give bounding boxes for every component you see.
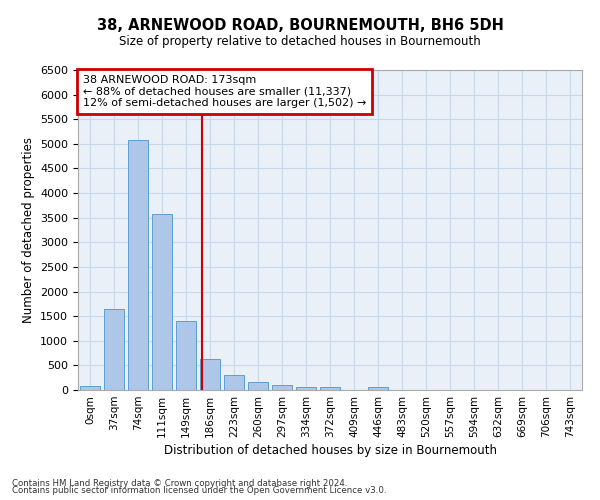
Text: Contains public sector information licensed under the Open Government Licence v3: Contains public sector information licen… (12, 486, 386, 495)
Bar (272, 386, 292, 390)
Text: Size of property relative to detached houses in Bournemouth: Size of property relative to detached ho… (119, 35, 481, 48)
Y-axis label: Number of detached properties: Number of detached properties (22, 137, 35, 323)
Bar (368, 388, 388, 390)
Bar (200, 360, 220, 390)
Bar (80, 386, 100, 390)
Text: 38 ARNEWOOD ROAD: 173sqm
← 88% of detached houses are smaller (11,337)
12% of se: 38 ARNEWOOD ROAD: 173sqm ← 88% of detach… (83, 75, 367, 108)
Bar (320, 388, 340, 390)
Bar (224, 375, 244, 390)
Bar (176, 321, 196, 390)
Bar (104, 309, 124, 390)
Bar (248, 382, 268, 390)
X-axis label: Distribution of detached houses by size in Bournemouth: Distribution of detached houses by size … (163, 444, 497, 457)
Text: 38, ARNEWOOD ROAD, BOURNEMOUTH, BH6 5DH: 38, ARNEWOOD ROAD, BOURNEMOUTH, BH6 5DH (97, 18, 503, 32)
Bar (128, 140, 148, 390)
Bar (152, 214, 172, 390)
Text: Contains HM Land Registry data © Crown copyright and database right 2024.: Contains HM Land Registry data © Crown c… (12, 478, 347, 488)
Bar (296, 387, 316, 390)
